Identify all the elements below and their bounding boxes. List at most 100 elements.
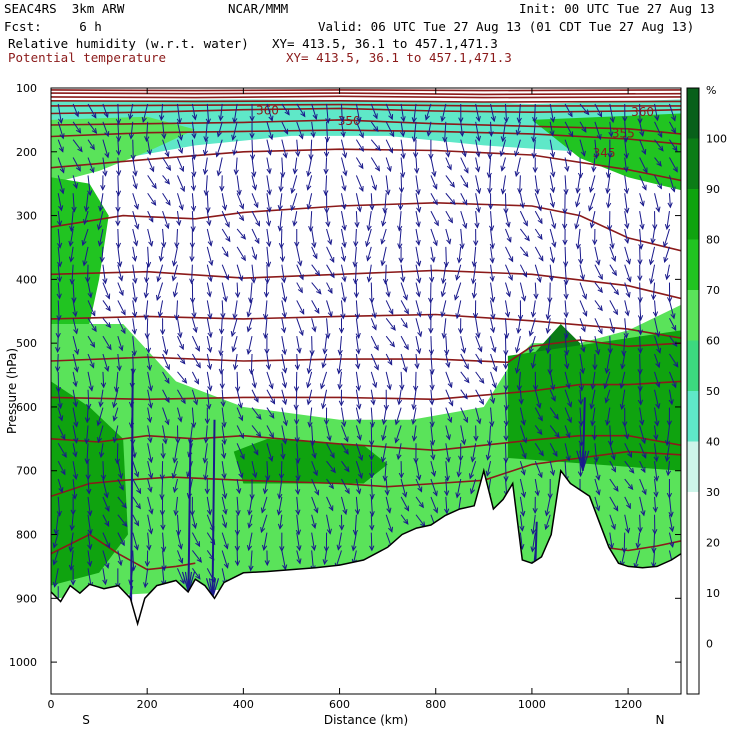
colorbar-swatch-1 (687, 138, 699, 189)
theta-contour-0 (51, 89, 681, 92)
wind-vector-563 (370, 157, 380, 172)
wind-vector-90 (99, 246, 105, 263)
wind-vector-660 (428, 139, 434, 160)
wind-vector-518 (340, 282, 347, 303)
wind-vector-5 (57, 193, 64, 212)
wind-vector-954 (609, 443, 616, 461)
wind-vector-1022 (651, 282, 657, 301)
wind-vector-302 (216, 157, 223, 177)
wind-vector-47 (72, 443, 78, 458)
wind-vector-718 (460, 336, 467, 354)
wind-vector-670 (428, 318, 434, 334)
wind-vector-261 (191, 389, 199, 406)
wind-vector-613 (400, 157, 406, 179)
wind-vector-817 (519, 514, 525, 532)
colorbar-tick-0: 0 (706, 638, 713, 651)
wind-vector-239 (172, 478, 178, 494)
wind-vector-102 (100, 461, 107, 481)
wind-vector-66 (87, 300, 96, 317)
wind-vector-446 (293, 389, 299, 411)
wind-vector-441 (296, 300, 305, 315)
wind-vector-712 (459, 228, 465, 250)
wind-vector-746 (473, 425, 479, 442)
wind-vector-710 (460, 193, 468, 206)
wind-vector-893 (577, 157, 584, 179)
wind-vector-57 (87, 139, 95, 151)
wind-vector-328 (232, 139, 238, 156)
wind-vector-839 (534, 460, 543, 479)
wind-vector-642 (415, 246, 422, 267)
wind-vector-179 (147, 371, 153, 392)
wind-vector-960 (622, 103, 628, 123)
wind-vector-426 (276, 496, 283, 516)
wind-vector-148 (131, 318, 137, 335)
wind-vector-178 (146, 353, 152, 372)
wind-vector-690 (443, 246, 449, 268)
wind-vector-566 (366, 211, 372, 232)
wind-vector-845 (549, 103, 556, 123)
wind-vector-199 (158, 246, 164, 263)
wind-vector-502 (326, 460, 336, 474)
wind-vector-198 (161, 228, 167, 249)
wind-vector-649 (413, 371, 419, 392)
field1-name: Relative humidity (w.r.t. water) (8, 36, 249, 51)
wind-vector-337 (232, 300, 238, 320)
wind-vector-50 (70, 496, 76, 516)
wind-vector-335 (236, 264, 244, 282)
wind-vector-457 (310, 121, 316, 139)
wind-vector-673 (429, 371, 435, 391)
wind-vector-957 (609, 496, 619, 512)
wind-vector-324 (221, 550, 229, 569)
wind-vector-905 (578, 371, 585, 392)
wind-vector-42 (72, 353, 79, 373)
updraft-vector-1 (181, 438, 196, 593)
wind-vector-110 (116, 121, 122, 142)
wind-vector-535 (355, 121, 364, 139)
wind-vector-944 (609, 264, 617, 277)
wind-vector-477 (311, 478, 320, 496)
wind-vector-208 (162, 407, 170, 426)
plot-frame (50, 87, 682, 695)
wind-vector-370 (251, 425, 262, 438)
wind-vector-120 (117, 300, 126, 316)
wind-vector-174 (143, 282, 149, 299)
wind-vector-999 (637, 336, 643, 354)
wind-vector-159 (132, 514, 139, 527)
wind-vector-598 (385, 335, 396, 348)
wind-vector-906 (578, 389, 584, 406)
wind-vector-472 (306, 389, 313, 406)
wind-vector-551 (355, 407, 362, 425)
theta-contour-10 (51, 269, 681, 300)
wind-vector-980 (624, 460, 635, 474)
colorbar-tick-5: 50 (706, 385, 720, 398)
wind-vector-216 (161, 550, 167, 572)
wind-vector-692 (440, 282, 447, 298)
wind-vector-512 (340, 175, 347, 192)
wind-vector-147 (131, 300, 138, 318)
wind-vector-1041 (669, 157, 678, 173)
wind-vector-831 (528, 318, 536, 337)
wind-vector-1055 (666, 407, 672, 427)
wind-vector-934 (594, 496, 601, 512)
wind-vector-400 (260, 496, 268, 514)
wind-vector-281 (206, 264, 213, 283)
wind-vector-169 (147, 192, 157, 206)
wind-vector-343 (236, 407, 244, 422)
wind-vector-709 (460, 175, 469, 189)
wind-vector-775 (500, 157, 506, 172)
theta-contour-9 (51, 201, 681, 252)
wind-vector-959 (608, 532, 615, 550)
wind-vector-898 (578, 246, 584, 265)
wind-vector-836 (534, 407, 543, 422)
wind-vector-785 (503, 336, 509, 357)
wind-vector-149 (131, 336, 137, 357)
wind-vector-417 (281, 336, 287, 356)
wind-vector-713 (456, 246, 463, 264)
wind-vector-729 (475, 121, 481, 142)
wind-vector-79 (87, 532, 93, 551)
wind-vector-70 (87, 371, 94, 392)
wind-vector-928 (589, 389, 596, 410)
wind-vector-552 (355, 425, 362, 441)
wind-vector-868 (544, 514, 551, 531)
wind-vector-8 (57, 246, 63, 268)
